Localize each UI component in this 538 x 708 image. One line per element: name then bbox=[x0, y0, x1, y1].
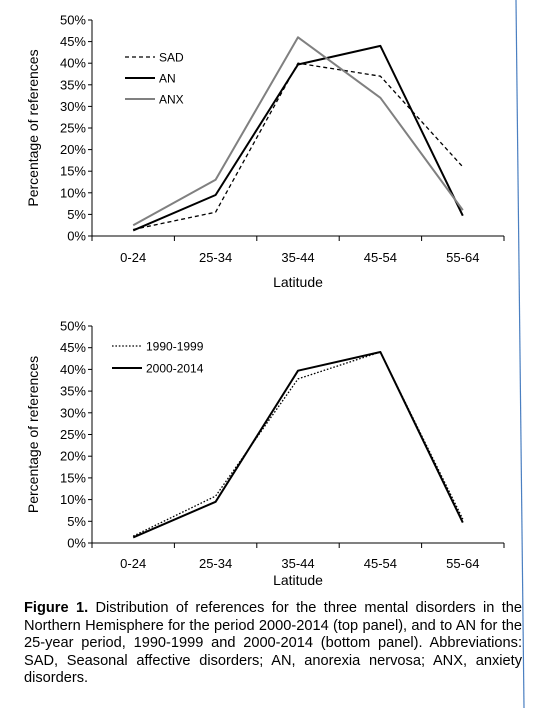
y-tick-label: 30% bbox=[60, 99, 86, 114]
y-tick-label: 25% bbox=[60, 427, 86, 442]
y-tick-label: 40% bbox=[60, 362, 86, 377]
x-tick-label: 0-24 bbox=[120, 250, 146, 265]
y-tick-label: 10% bbox=[60, 492, 86, 507]
chart-panel-1: 0% 5% 10% 15% 20% 25% 30% 35% 40% 45% 50% 0-24 25-34… bbox=[25, 13, 505, 290]
x-tick-label: 25-34 bbox=[199, 556, 232, 571]
x-tick-label: 55-64 bbox=[446, 250, 479, 265]
y-tick-label: 25% bbox=[60, 121, 86, 136]
caption-text: Distribution of references for the three… bbox=[24, 600, 522, 687]
y-tick-label: 15% bbox=[60, 470, 86, 485]
caption-label: Figure 1. bbox=[24, 600, 89, 616]
x-tick-label: 45-54 bbox=[364, 556, 397, 571]
x-tick-label: 55-64 bbox=[446, 556, 479, 571]
legend-label: 2000-2014 bbox=[146, 362, 204, 376]
y-tick-label: 45% bbox=[60, 34, 86, 49]
y-tick-label: 50% bbox=[60, 319, 86, 334]
x-axis-label: Latitude bbox=[273, 274, 323, 290]
y-tick-label: 45% bbox=[60, 340, 86, 355]
x-tick-label: 25-34 bbox=[199, 250, 232, 265]
y-tick-label: 40% bbox=[60, 56, 86, 71]
x-tick-label: 0-24 bbox=[120, 556, 146, 571]
y-tick-label: 35% bbox=[60, 77, 86, 92]
page-edge-line bbox=[515, 0, 525, 708]
y-axis-label: Percentage of references bbox=[25, 356, 41, 513]
y-axis-label: Percentage of references bbox=[25, 49, 41, 206]
y-tick-label: 5% bbox=[67, 207, 86, 222]
y-tick-label: 0% bbox=[67, 536, 86, 551]
y-tick-label: 50% bbox=[60, 13, 86, 28]
y-tick-label: 35% bbox=[60, 384, 86, 399]
legend-label: ANX bbox=[159, 93, 184, 107]
legend-label: AN bbox=[159, 72, 176, 86]
y-tick-label: 20% bbox=[60, 142, 86, 157]
y-tick-label: 30% bbox=[60, 405, 86, 420]
series-line-sad bbox=[133, 62, 464, 231]
series-line-an bbox=[132, 44, 464, 232]
series-line-1990-1999 bbox=[132, 351, 464, 537]
y-tick-label: 5% bbox=[67, 514, 86, 529]
x-tick-label: 35-44 bbox=[281, 250, 314, 265]
series-line-2000-2014 bbox=[132, 351, 464, 539]
legend-label: 1990-1999 bbox=[146, 340, 204, 354]
x-tick-label: 35-44 bbox=[281, 556, 314, 571]
y-tick-label: 20% bbox=[60, 449, 86, 464]
y-tick-label: 10% bbox=[60, 185, 86, 200]
y-tick-label: 15% bbox=[60, 164, 86, 179]
chart-panel-2: 0% 5% 10% 15% 20% 25% 30% 35% 40% 45% 50% 0-24 25-34… bbox=[25, 319, 505, 588]
figure-caption: Figure 1. Distribution of references for… bbox=[24, 600, 522, 688]
y-tick-label: 0% bbox=[67, 229, 86, 244]
x-tick-label: 45-54 bbox=[364, 250, 397, 265]
series-line-anx bbox=[132, 36, 464, 227]
legend-label: SAD bbox=[159, 51, 184, 65]
x-axis-label: Latitude bbox=[273, 572, 323, 588]
